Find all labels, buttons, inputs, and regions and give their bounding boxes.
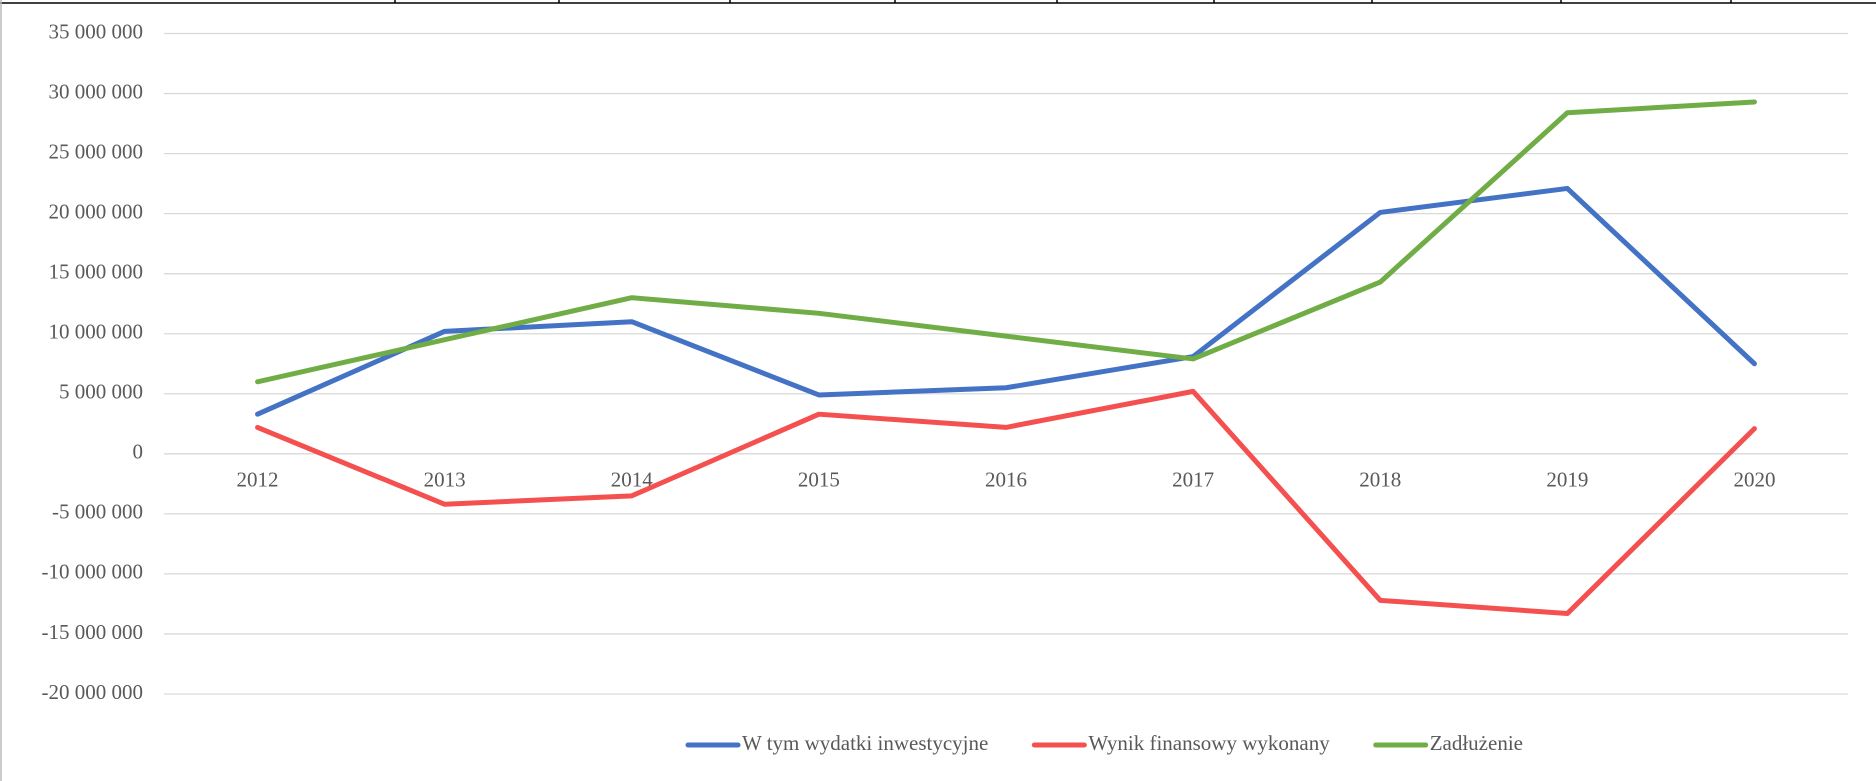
x-tick-label: 2020 [1733, 468, 1775, 492]
x-tick-label: 2018 [1359, 468, 1401, 492]
y-tick-label: -20 000 000 [42, 680, 144, 704]
series-line [255, 99, 1757, 385]
x-tick-label: 2012 [237, 468, 279, 492]
y-tick-label: -15 000 000 [42, 620, 144, 644]
x-tick-label: 2013 [424, 468, 466, 492]
y-tick-label: 10 000 000 [49, 320, 144, 344]
y-tick-label: -5 000 000 [52, 500, 143, 524]
legend-label: Wynik finansowy wykonany [1088, 731, 1330, 755]
x-tick-label: 2019 [1546, 468, 1588, 492]
y-tick-label: 35 000 000 [49, 19, 144, 43]
x-tick-label: 2017 [1172, 468, 1214, 492]
y-tick-label: 0 [133, 440, 144, 464]
series-line [255, 185, 1757, 417]
y-tick-label: 25 000 000 [49, 139, 144, 163]
y-tick-label: 15 000 000 [49, 259, 144, 283]
series-line [255, 388, 1757, 617]
legend-label: Zadłużenie [1430, 731, 1523, 755]
x-tick-label: 2015 [798, 468, 840, 492]
y-tick-label: 5 000 000 [59, 380, 143, 404]
y-tick-label: 30 000 000 [49, 79, 144, 103]
y-tick-label: -10 000 000 [42, 560, 144, 584]
y-tick-label: 20 000 000 [49, 199, 144, 223]
x-tick-label: 2016 [985, 468, 1027, 492]
legend-label: W tym wydatki inwestycyjne [742, 731, 988, 755]
